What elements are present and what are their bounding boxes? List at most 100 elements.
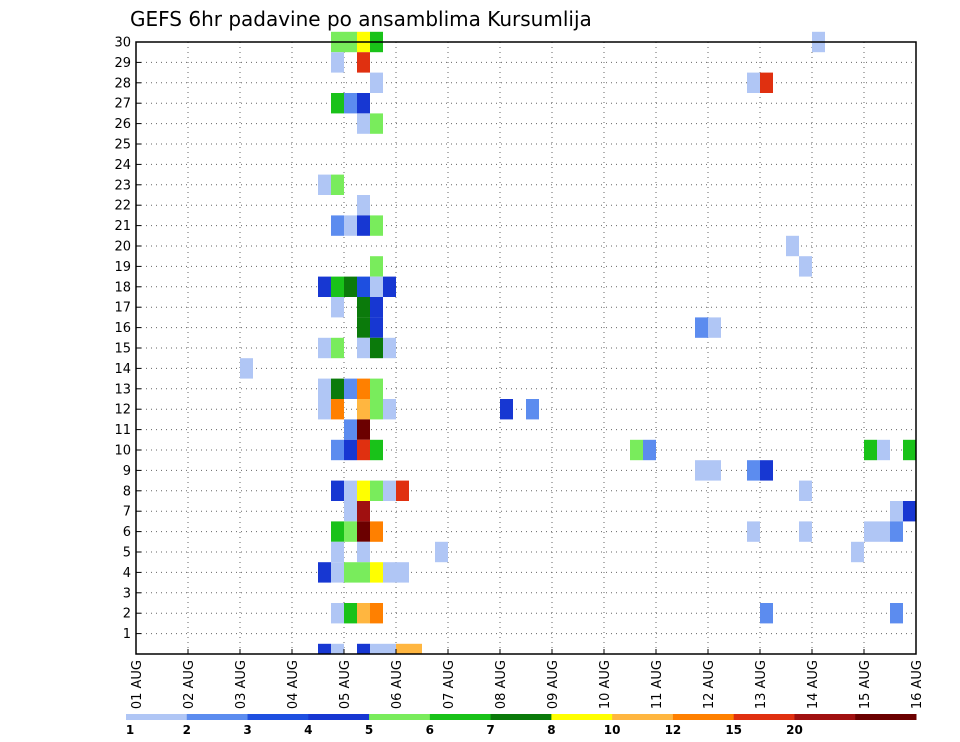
heatmap-cell [318, 399, 331, 420]
heatmap-cell [695, 460, 708, 481]
y-tick-label: 6 [123, 525, 131, 540]
y-axis: 1234567891011121314151617181920212223242… [114, 36, 141, 642]
x-tick-label: 05 AUG [338, 660, 353, 709]
colorbar-label: 10 [604, 723, 621, 737]
heatmap-cell [357, 93, 370, 114]
heatmap-cell [630, 439, 643, 461]
heatmap-cell [357, 113, 370, 134]
heatmap-cell [370, 378, 383, 399]
heatmap-cell [344, 378, 357, 399]
heatmap-cell [357, 439, 370, 461]
heatmap-cell [357, 562, 370, 583]
y-tick-label: 27 [114, 97, 131, 112]
y-tick-label: 30 [114, 36, 131, 51]
heatmap-cell [344, 501, 357, 522]
heatmap-cell [383, 337, 396, 359]
heatmap-cell [357, 501, 370, 522]
heatmap-cell [500, 399, 513, 420]
heatmap-cell [864, 439, 877, 461]
y-tick-label: 5 [123, 546, 131, 561]
heatmap-cell [318, 378, 331, 399]
y-tick-label: 10 [114, 444, 131, 459]
heatmap-cell [357, 480, 370, 501]
heatmap-cell [526, 399, 539, 420]
y-tick-label: 23 [114, 178, 131, 193]
colorbar-segment [612, 714, 674, 720]
heatmap-cell [383, 276, 396, 297]
y-tick-label: 17 [114, 301, 131, 316]
heatmap-cell [695, 317, 708, 338]
y-tick-label: 12 [114, 403, 131, 418]
heatmap-cell [357, 378, 370, 399]
heatmap-cell [760, 460, 773, 481]
heatmap-cell [357, 215, 370, 236]
colorbar-segment [308, 714, 370, 720]
heatmap-cell [344, 562, 357, 583]
y-tick-label: 18 [114, 280, 131, 295]
heatmap-cell [383, 643, 396, 654]
heatmap-cell [357, 419, 370, 440]
heatmap-cell [643, 439, 656, 461]
heatmap-cell [357, 541, 370, 563]
heatmap-cell [786, 235, 799, 257]
heatmap-cell [240, 358, 253, 379]
heatmap-cell [357, 399, 370, 420]
y-tick-label: 4 [123, 566, 131, 581]
colorbar-segment [733, 714, 795, 720]
x-tick-label: 04 AUG [286, 660, 301, 709]
y-tick-label: 11 [114, 423, 131, 438]
colorbar-label: 5 [365, 723, 373, 737]
heatmap-cell [903, 439, 916, 461]
heatmap-cell [370, 562, 383, 583]
heatmap-cell [708, 317, 721, 338]
y-tick-label: 21 [114, 219, 131, 234]
heatmap-cells [240, 31, 916, 654]
heatmap-cell [864, 521, 877, 542]
x-tick-label: 16 AUG [910, 660, 925, 709]
heatmap-cell [357, 276, 370, 297]
colorbar-label: 8 [547, 723, 555, 737]
x-tick-label: 07 AUG [442, 660, 457, 709]
heatmap-cell [370, 480, 383, 501]
heatmap-cell [344, 603, 357, 624]
colorbar-segment [490, 714, 552, 720]
y-tick-label: 1 [123, 627, 131, 642]
heatmap-cell [344, 480, 357, 501]
colorbar-label: 3 [243, 723, 251, 737]
heatmap-cell [357, 297, 370, 318]
y-tick-label: 20 [114, 240, 131, 255]
heatmap-cell [877, 439, 890, 461]
heatmap-cell [396, 643, 409, 654]
heatmap-cell [331, 276, 344, 297]
heatmap-cell [357, 643, 370, 654]
heatmap-cell [331, 378, 344, 399]
colorbar: 1 2 3 4 5 6 7 8 10 12 15 20 [126, 714, 917, 737]
heatmap-cell [331, 399, 344, 420]
heatmap-cell [747, 521, 760, 542]
x-tick-label: 13 AUG [754, 660, 769, 709]
heatmap-cell [357, 52, 370, 73]
heatmap-cell [370, 521, 383, 542]
heatmap-cell [370, 276, 383, 297]
heatmap-cell [903, 501, 916, 522]
y-tick-label: 16 [114, 321, 131, 336]
heatmap-cell [331, 174, 344, 195]
heatmap-cell [344, 215, 357, 236]
x-tick-label: 03 AUG [234, 660, 249, 709]
heatmap-cell [370, 215, 383, 236]
y-tick-label: 9 [123, 464, 131, 479]
y-tick-label: 13 [114, 382, 131, 397]
colorbar-segment [186, 714, 249, 720]
heatmap-cell [331, 541, 344, 563]
heatmap-cell [747, 460, 760, 481]
heatmap-cell [357, 521, 370, 542]
heatmap-cell [370, 439, 383, 461]
heatmap-cell [318, 562, 331, 583]
heatmap-cell [370, 603, 383, 624]
heatmap-cell [851, 541, 864, 563]
x-tick-label: 02 AUG [182, 660, 197, 709]
colorbar-label: 6 [426, 723, 434, 737]
grid-lines [136, 42, 916, 654]
heatmap-cell [760, 72, 773, 93]
heatmap-cell [890, 603, 903, 624]
